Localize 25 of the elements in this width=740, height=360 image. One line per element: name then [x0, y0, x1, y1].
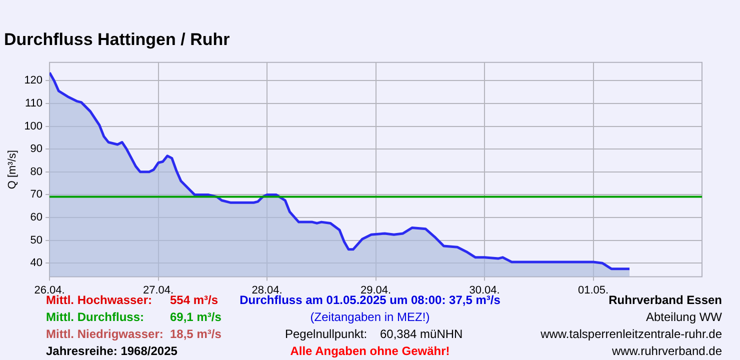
x-tick-label: 01.05. — [578, 284, 609, 296]
text: Abteilung WW — [646, 310, 722, 324]
text: Mittl. Durchfluss: — [46, 310, 144, 324]
text: Pegelnullpunkt: — [285, 327, 368, 341]
text: Alle Angaben ohne Gewähr! — [290, 344, 450, 358]
y-tick-label: 80 — [30, 166, 43, 178]
text: 60,384 müNHN — [380, 327, 463, 341]
text: Ruhrverband Essen — [608, 293, 722, 307]
y-axis-title: Q [m³/s] — [6, 150, 19, 190]
text: Mittl. Niedrigwasser: — [46, 327, 164, 341]
y-tick-label: 60 — [30, 212, 43, 224]
y-tick-label: 50 — [30, 234, 43, 246]
y-tick-label: 40 — [30, 257, 43, 270]
y-tick-label: 110 — [25, 97, 43, 110]
text: 18,5 m³/s — [170, 327, 222, 341]
y-tick-label: 90 — [30, 143, 43, 156]
text: www.talsperrenleitzentrale-ruhr.de — [540, 327, 722, 341]
text: www.ruhrverband.de — [612, 344, 722, 358]
y-tick-label: 70 — [30, 188, 43, 201]
text: Jahresreihe: 1968/2025 — [46, 344, 178, 358]
text: (Zeitangaben in MEZ!) — [310, 310, 430, 324]
y-tick-label: 100 — [24, 120, 43, 132]
y-tick-label: 120 — [24, 74, 43, 87]
chart-title: Durchfluss Hattingen / Ruhr — [4, 30, 230, 49]
text: 69,1 m³/s — [170, 310, 222, 324]
